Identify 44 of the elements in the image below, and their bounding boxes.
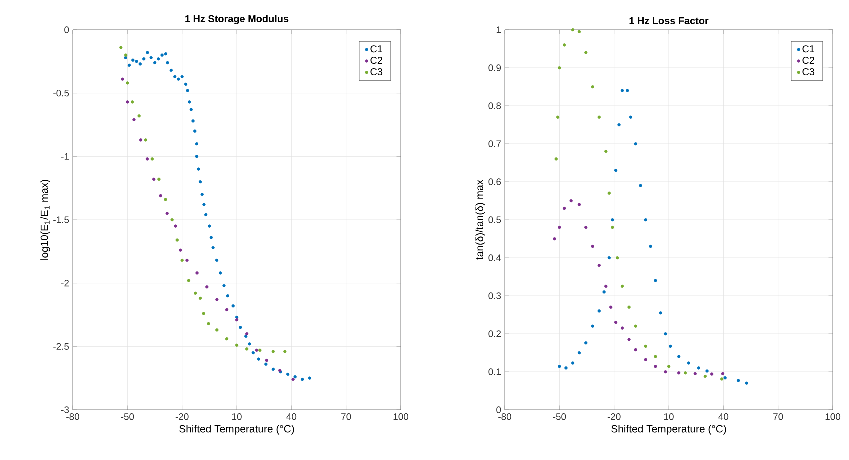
x-tick-label: 10 — [232, 414, 242, 420]
y-tick-label: 0.9 — [488, 64, 502, 72]
chart-title: 1 Hz Storage Modulus — [186, 15, 289, 24]
legend-label: C3 — [802, 68, 815, 76]
legend-label: C3 — [370, 68, 383, 76]
legend-label: C2 — [802, 57, 814, 64]
x-axis-title: Shifted Temperature (°C) — [612, 425, 726, 435]
y-tick-label: 0.1 — [488, 368, 502, 376]
x-tick-label: -80 — [498, 414, 512, 420]
y-tick-label: -1.5 — [54, 216, 70, 224]
y-axis-title: log10(E$_{1}$/E$_{1}$ max) — [40, 180, 50, 260]
y-tick-label: 0.2 — [488, 330, 502, 338]
y-tick-label: -1 — [61, 153, 70, 160]
legend-label: C1 — [370, 46, 382, 53]
y-tick-label: 0.6 — [488, 178, 502, 186]
legend-label: C2 — [370, 57, 382, 64]
y-axis-title: tan(δ)/tan(δ) max — [476, 180, 486, 260]
chart-title: 1 Hz Loss Factor — [630, 18, 709, 24]
y-tick-label: -2.5 — [54, 343, 70, 350]
y-tick-label: -2 — [61, 280, 70, 287]
y-tick-label: 1 — [496, 26, 502, 34]
y-tick-label: 0 — [496, 406, 502, 414]
x-tick-label: -50 — [553, 414, 566, 420]
y-tick-label: 0.7 — [488, 140, 502, 148]
y-tick-label: 0.8 — [488, 102, 502, 110]
x-tick-label: -50 — [121, 414, 134, 420]
y-tick-label: -0.5 — [54, 90, 70, 97]
x-tick-label: -20 — [176, 414, 189, 420]
y-tick-label: 0 — [64, 26, 70, 34]
y-tick-label: 0.3 — [488, 292, 502, 300]
x-tick-label: 70 — [342, 414, 352, 420]
x-tick-label: 100 — [394, 414, 409, 420]
x-axis-title: Shifted Temperature (°C) — [180, 425, 294, 435]
x-tick-label: 100 — [826, 414, 841, 420]
x-tick-label: 70 — [774, 414, 784, 420]
x-tick-label: 40 — [286, 414, 297, 420]
x-tick-label: -80 — [66, 414, 80, 420]
y-tick-label: -3 — [61, 406, 70, 414]
x-tick-label: -20 — [608, 414, 621, 420]
y-tick-label: 0.4 — [488, 254, 502, 262]
x-tick-label: 40 — [718, 414, 729, 420]
y-tick-label: 0.5 — [488, 216, 502, 224]
legend-label: C1 — [802, 46, 814, 53]
x-tick-label: 10 — [664, 414, 674, 420]
